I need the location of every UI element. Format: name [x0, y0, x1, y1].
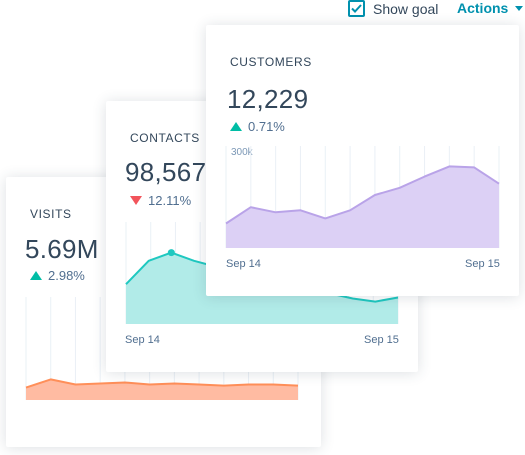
- x-axis-end-label: Sep 15: [364, 334, 399, 346]
- show-goal-toggle[interactable]: Show goal: [348, 0, 438, 17]
- series-line: [225, 165, 500, 225]
- actions-label: Actions: [457, 0, 509, 16]
- change-value: 12.11%: [148, 193, 192, 208]
- customers-chart: [225, 146, 500, 248]
- change-value: 0.71%: [248, 119, 285, 134]
- x-axis-start-label: Sep 14: [226, 258, 261, 270]
- change-indicator: 12.11%: [130, 193, 191, 208]
- show-goal-label: Show goal: [373, 0, 439, 17]
- change-indicator: 0.71%: [230, 119, 285, 134]
- trend-up-icon: [30, 271, 42, 280]
- series-area: [226, 166, 499, 248]
- chart-toolbar: Show goal Actions: [345, 0, 525, 20]
- change-indicator: 2.98%: [30, 268, 85, 283]
- card-value: 98,567: [125, 157, 207, 187]
- trend-up-icon: [230, 122, 242, 131]
- card-value: 5.69M: [25, 234, 99, 264]
- series-line: [25, 378, 299, 389]
- actions-dropdown[interactable]: Actions: [457, 0, 524, 16]
- checkmark-icon: [351, 4, 362, 13]
- chevron-down-icon: [515, 5, 524, 11]
- change-value: 2.98%: [48, 268, 85, 283]
- data-point-marker[interactable]: [167, 249, 175, 257]
- x-axis-start-label: Sep 14: [125, 334, 160, 346]
- y-axis-top-label: 300k: [231, 147, 253, 158]
- customers-card[interactable]: CUSTOMERS 12,229 0.71% 300k Sep 14 Sep 1…: [206, 25, 519, 296]
- card-title: VISITS: [30, 207, 72, 221]
- x-axis-end-label: Sep 15: [465, 258, 500, 270]
- card-value: 12,229: [227, 84, 309, 114]
- trend-down-icon: [130, 196, 142, 205]
- show-goal-checkbox[interactable]: [348, 0, 365, 17]
- card-title: CUSTOMERS: [230, 55, 312, 69]
- card-title: CONTACTS: [130, 131, 200, 145]
